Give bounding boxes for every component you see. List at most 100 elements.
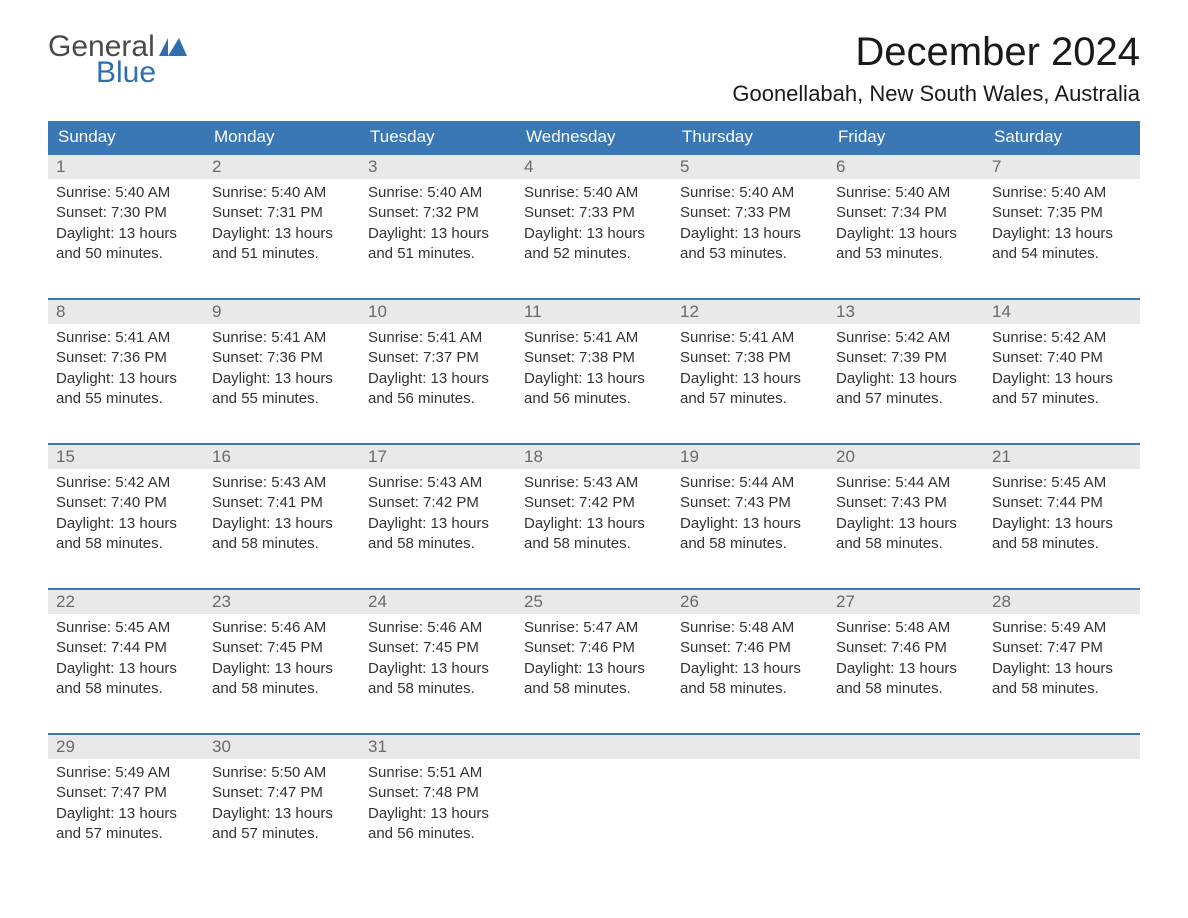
day-number-bar: 4 (516, 155, 672, 179)
day-number: 2 (212, 157, 221, 176)
day-body: Sunrise: 5:47 AMSunset: 7:46 PMDaylight:… (516, 614, 672, 707)
daylight-line: Daylight: 13 hours and 58 minutes. (56, 659, 196, 700)
sunrise-line: Sunrise: 5:40 AM (836, 183, 976, 203)
day-cell: 26Sunrise: 5:48 AMSunset: 7:46 PMDayligh… (672, 590, 828, 707)
daylight-line: Daylight: 13 hours and 52 minutes. (524, 224, 664, 265)
day-cell: 10Sunrise: 5:41 AMSunset: 7:37 PMDayligh… (360, 300, 516, 417)
day-number-bar: 10 (360, 300, 516, 324)
daylight-line: Daylight: 13 hours and 58 minutes. (56, 514, 196, 555)
daylight-line: Daylight: 13 hours and 53 minutes. (836, 224, 976, 265)
dow-wednesday: Wednesday (516, 121, 672, 153)
sunrise-line: Sunrise: 5:41 AM (368, 328, 508, 348)
day-number-bar: 19 (672, 445, 828, 469)
day-cell: 31Sunrise: 5:51 AMSunset: 7:48 PMDayligh… (360, 735, 516, 852)
day-body: Sunrise: 5:42 AMSunset: 7:39 PMDaylight:… (828, 324, 984, 417)
daylight-line: Daylight: 13 hours and 57 minutes. (212, 804, 352, 845)
sunset-line: Sunset: 7:47 PM (212, 783, 352, 803)
day-number-bar: 14 (984, 300, 1140, 324)
sunset-line: Sunset: 7:38 PM (680, 348, 820, 368)
sunset-line: Sunset: 7:32 PM (368, 203, 508, 223)
day-cell: 9Sunrise: 5:41 AMSunset: 7:36 PMDaylight… (204, 300, 360, 417)
sunset-line: Sunset: 7:42 PM (524, 493, 664, 513)
daylight-line: Daylight: 13 hours and 58 minutes. (212, 659, 352, 700)
day-cell: 24Sunrise: 5:46 AMSunset: 7:45 PMDayligh… (360, 590, 516, 707)
day-number: 17 (368, 447, 387, 466)
day-body: Sunrise: 5:42 AMSunset: 7:40 PMDaylight:… (984, 324, 1140, 417)
sunset-line: Sunset: 7:43 PM (836, 493, 976, 513)
day-body: Sunrise: 5:42 AMSunset: 7:40 PMDaylight:… (48, 469, 204, 562)
day-cell: 7Sunrise: 5:40 AMSunset: 7:35 PMDaylight… (984, 155, 1140, 272)
sunset-line: Sunset: 7:41 PM (212, 493, 352, 513)
day-number-bar: 23 (204, 590, 360, 614)
day-body: Sunrise: 5:40 AMSunset: 7:32 PMDaylight:… (360, 179, 516, 272)
day-number-bar: . (828, 735, 984, 759)
day-cell: 12Sunrise: 5:41 AMSunset: 7:38 PMDayligh… (672, 300, 828, 417)
day-body: Sunrise: 5:41 AMSunset: 7:38 PMDaylight:… (672, 324, 828, 417)
day-number: 30 (212, 737, 231, 756)
sunrise-line: Sunrise: 5:40 AM (368, 183, 508, 203)
daylight-line: Daylight: 13 hours and 55 minutes. (212, 369, 352, 410)
day-cell: 13Sunrise: 5:42 AMSunset: 7:39 PMDayligh… (828, 300, 984, 417)
sunrise-line: Sunrise: 5:40 AM (680, 183, 820, 203)
day-number-bar: 20 (828, 445, 984, 469)
calendar: SundayMondayTuesdayWednesdayThursdayFrid… (48, 121, 1140, 852)
day-number: 20 (836, 447, 855, 466)
day-number-bar: 17 (360, 445, 516, 469)
day-number: 24 (368, 592, 387, 611)
day-number-bar: . (516, 735, 672, 759)
sunset-line: Sunset: 7:47 PM (56, 783, 196, 803)
sunset-line: Sunset: 7:46 PM (680, 638, 820, 658)
sunset-line: Sunset: 7:42 PM (368, 493, 508, 513)
day-number-bar: 25 (516, 590, 672, 614)
day-cell-empty: . (516, 735, 672, 852)
daylight-line: Daylight: 13 hours and 58 minutes. (212, 514, 352, 555)
day-cell: 17 Sunrise: 5:43 AMSunset: 7:42 PMDayligh… (360, 445, 516, 562)
day-of-week-header: SundayMondayTuesdayWednesdayThursdayFrid… (48, 121, 1140, 153)
day-body: Sunrise: 5:43 AMSunset: 7:42 PMDaylight:… (360, 469, 516, 562)
day-number-bar: 3 (360, 155, 516, 179)
sunset-line: Sunset: 7:45 PM (368, 638, 508, 658)
sunrise-line: Sunrise: 5:49 AM (56, 763, 196, 783)
sunset-line: Sunset: 7:36 PM (212, 348, 352, 368)
daylight-line: Daylight: 13 hours and 51 minutes. (368, 224, 508, 265)
daylight-line: Daylight: 13 hours and 57 minutes. (992, 369, 1132, 410)
day-number-bar: . (984, 735, 1140, 759)
sunrise-line: Sunrise: 5:43 AM (524, 473, 664, 493)
sunset-line: Sunset: 7:47 PM (992, 638, 1132, 658)
sunrise-line: Sunrise: 5:49 AM (992, 618, 1132, 638)
daylight-line: Daylight: 13 hours and 58 minutes. (836, 514, 976, 555)
day-cell: 28Sunrise: 5:49 AMSunset: 7:47 PMDayligh… (984, 590, 1140, 707)
day-cell: 4Sunrise: 5:40 AMSunset: 7:33 PMDaylight… (516, 155, 672, 272)
daylight-line: Daylight: 13 hours and 56 minutes. (368, 369, 508, 410)
day-cell: 2Sunrise: 5:40 AMSunset: 7:31 PMDaylight… (204, 155, 360, 272)
day-body: Sunrise: 5:48 AMSunset: 7:46 PMDaylight:… (828, 614, 984, 707)
day-number-bar: 27 (828, 590, 984, 614)
sunrise-line: Sunrise: 5:40 AM (56, 183, 196, 203)
sunset-line: Sunset: 7:43 PM (680, 493, 820, 513)
dow-saturday: Saturday (984, 121, 1140, 153)
sunset-line: Sunset: 7:40 PM (992, 348, 1132, 368)
day-number: 1 (56, 157, 65, 176)
sunset-line: Sunset: 7:38 PM (524, 348, 664, 368)
day-cell: 3Sunrise: 5:40 AMSunset: 7:32 PMDaylight… (360, 155, 516, 272)
daylight-line: Daylight: 13 hours and 58 minutes. (368, 659, 508, 700)
day-number: 11 (524, 302, 542, 321)
day-number-bar: 1 (48, 155, 204, 179)
week-row: 15Sunrise: 5:42 AMSunset: 7:40 PMDayligh… (48, 443, 1140, 562)
day-number-bar: 22 (48, 590, 204, 614)
day-body: Sunrise: 5:41 AMSunset: 7:37 PMDaylight:… (360, 324, 516, 417)
daylight-line: Daylight: 13 hours and 58 minutes. (836, 659, 976, 700)
day-number: 4 (524, 157, 533, 176)
day-number-bar: 6 (828, 155, 984, 179)
daylight-line: Daylight: 13 hours and 51 minutes. (212, 224, 352, 265)
day-number: 26 (680, 592, 699, 611)
sunset-line: Sunset: 7:44 PM (56, 638, 196, 658)
day-number: 7 (992, 157, 1001, 176)
day-number-bar: 5 (672, 155, 828, 179)
day-cell: 20Sunrise: 5:44 AMSunset: 7:43 PMDayligh… (828, 445, 984, 562)
day-number-bar: 18 (516, 445, 672, 469)
daylight-line: Daylight: 13 hours and 56 minutes. (524, 369, 664, 410)
day-body: Sunrise: 5:41 AMSunset: 7:36 PMDaylight:… (48, 324, 204, 417)
daylight-line: Daylight: 13 hours and 57 minutes. (680, 369, 820, 410)
dow-thursday: Thursday (672, 121, 828, 153)
